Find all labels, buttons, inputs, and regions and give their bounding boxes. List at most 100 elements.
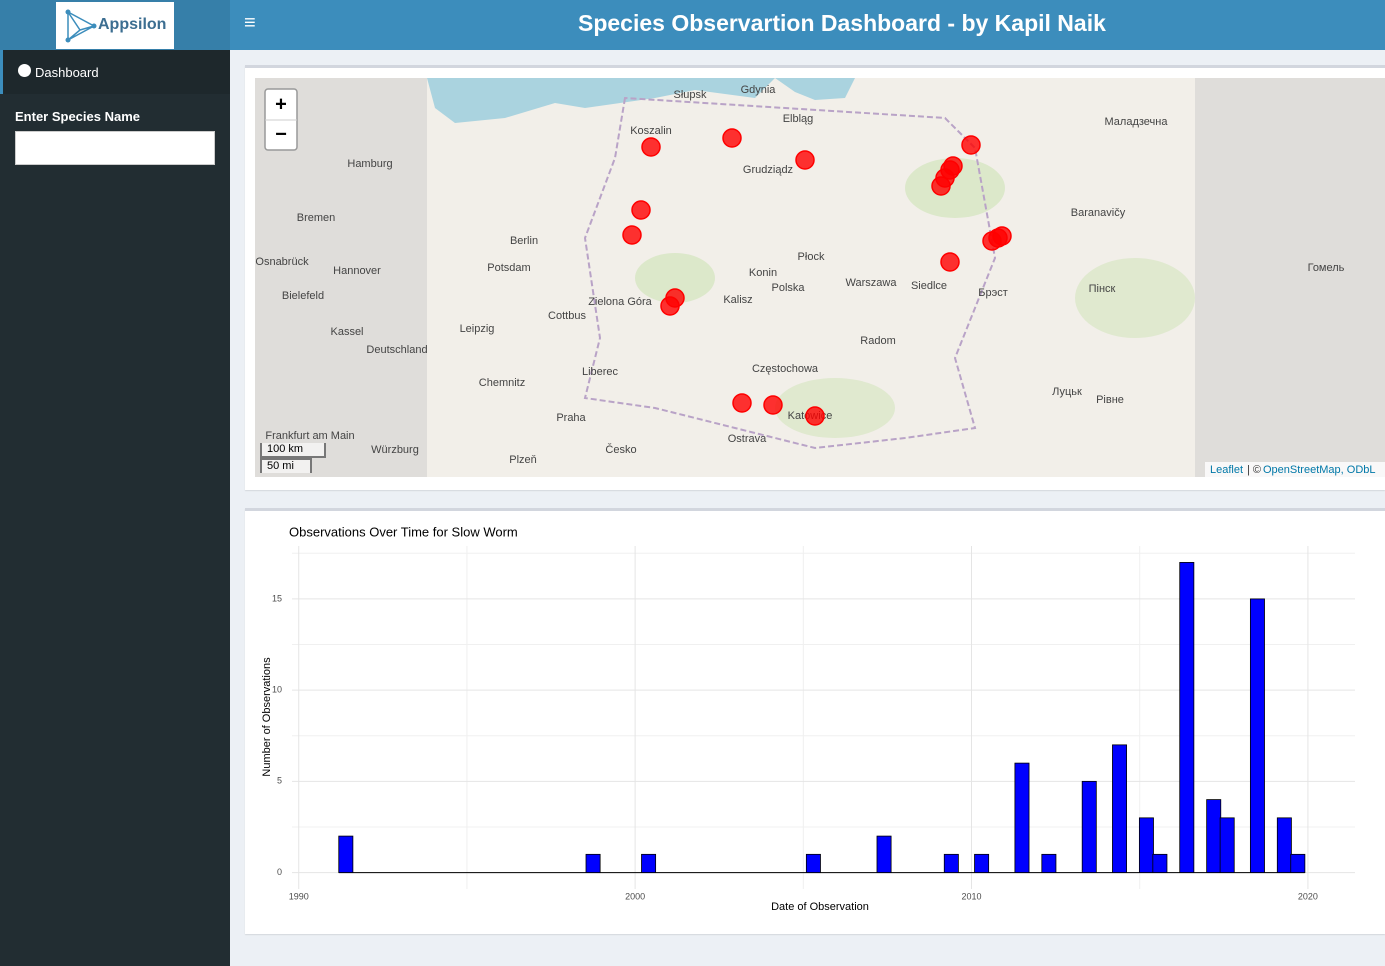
place-label: Osnabrück [255, 256, 309, 268]
attribution-osm[interactable]: OpenStreetMap, ODbL [1263, 464, 1376, 476]
y-tick-label: 0 [277, 867, 282, 877]
place-label: Częstochowa [752, 363, 819, 375]
bar [1138, 817, 1154, 873]
attribution-leaflet[interactable]: Leaflet [1210, 464, 1243, 476]
place-label: Słupsk [673, 89, 707, 101]
chart-title: Observations Over Time for Slow Worm [289, 524, 518, 539]
place-label: Siedlce [911, 280, 947, 292]
bar [805, 853, 821, 873]
bar [338, 835, 354, 873]
place-label: Bremen [297, 212, 336, 224]
place-label: Пінск [1089, 283, 1116, 295]
chart: Observations Over Time for Slow Worm Dat… [261, 524, 1355, 913]
place-label: Zielona Góra [588, 296, 652, 308]
place-label: Konin [749, 267, 777, 279]
observation-marker[interactable] [943, 156, 963, 176]
x-tick-label: 2020 [1298, 891, 1318, 901]
observation-marker[interactable] [722, 128, 742, 148]
place-label: Grudziądz [743, 164, 793, 176]
bar [1206, 799, 1222, 873]
x-axis-label: Date of Observation [771, 901, 869, 913]
place-label: Płock [798, 251, 825, 263]
place-label: Cottbus [548, 310, 586, 322]
bar [943, 853, 959, 873]
place-label: Leipzig [460, 323, 495, 335]
menu-text: Dashboard [35, 65, 99, 80]
input-label: Enter Species Name [15, 109, 141, 124]
observation-marker[interactable] [732, 393, 752, 413]
place-label: Луцьк [1052, 386, 1082, 398]
place-label: Warszawa [846, 277, 898, 289]
place-label: Baranavičy [1071, 207, 1126, 219]
place-label: Česko [605, 443, 636, 456]
place-label: Berlin [510, 235, 538, 247]
x-tick-label: 2000 [625, 891, 645, 901]
menu-toggle[interactable]: ≡ [244, 12, 256, 34]
observation-marker[interactable] [641, 137, 661, 157]
zoom-control: + − [264, 88, 298, 151]
observation-marker[interactable] [763, 395, 783, 415]
attribution-separator: | © [1247, 464, 1261, 476]
bar [1041, 853, 1057, 873]
place-label: Ostrava [728, 433, 767, 445]
place-label: Гомель [1308, 262, 1345, 274]
bar [974, 853, 990, 873]
zoom-in[interactable]: + [275, 93, 287, 115]
observation-marker[interactable] [795, 150, 815, 170]
observation-marker[interactable] [940, 252, 960, 272]
bar [876, 835, 892, 873]
place-label: Elbląg [783, 113, 814, 125]
place-label: Liberec [582, 366, 619, 378]
observation-marker[interactable] [992, 226, 1012, 246]
place-label: Hannover [333, 265, 381, 277]
observation-marker[interactable] [961, 135, 981, 155]
header-title: Species Observartion Dashboard - by Kapi… [578, 10, 1106, 36]
place-label: Hamburg [347, 158, 392, 170]
bar [1112, 744, 1127, 873]
observation-marker[interactable] [631, 200, 651, 220]
bar [1179, 562, 1195, 873]
observation-marker[interactable] [660, 296, 680, 316]
scale: 100 km 50 mi [260, 443, 326, 473]
place-label: Plzeň [509, 454, 537, 466]
y-tick-label: 15 [272, 593, 282, 603]
observation-marker[interactable] [622, 225, 642, 245]
place-label: Koszalin [630, 125, 672, 137]
bar [1249, 598, 1265, 873]
bar [1290, 853, 1306, 873]
menu-item[interactable]: Dashboard [0, 50, 230, 94]
place-label: Gdynia [741, 84, 777, 96]
bar [1014, 762, 1030, 873]
place-label: Polska [771, 282, 805, 294]
zoom-out[interactable]: − [275, 123, 287, 145]
bar [1152, 853, 1168, 873]
scale-mi: 50 mi [267, 460, 294, 472]
bar [1276, 817, 1292, 873]
bar [1219, 817, 1235, 873]
place-label: Маладзечна [1105, 116, 1169, 128]
x-tick-label: 2010 [961, 891, 981, 901]
y-tick-label: 10 [272, 685, 282, 695]
x-tick-label: 1990 [289, 891, 309, 901]
logo[interactable]: Appsilon [56, 2, 174, 49]
place-label: Брэст [978, 287, 1008, 299]
place-label: Kalisz [723, 294, 752, 306]
place-label: Radom [860, 335, 895, 347]
y-tick-label: 5 [277, 776, 282, 786]
map[interactable]: Słupsk Gdynia Koszalin Elbląg Grudziądz Hambu… [255, 78, 1385, 477]
scale-km: 100 km [267, 443, 303, 455]
place-label: Chemnitz [479, 377, 525, 389]
logo-icon [65, 9, 97, 43]
header: ≡ Species Observartion Dashboard - by Ka… [230, 0, 1385, 50]
bar [585, 853, 601, 873]
observation-marker[interactable] [805, 406, 825, 426]
species-input[interactable] [15, 131, 215, 165]
place-label: Kassel [330, 326, 363, 338]
y-axis-label: Number of Observations [261, 657, 273, 777]
place-label: Рівне [1096, 394, 1124, 406]
place-label: Deutschland [366, 344, 427, 356]
place-label: Würzburg [371, 444, 419, 456]
bar [1081, 780, 1097, 873]
place-label: Potsdam [487, 262, 530, 274]
bar [641, 853, 657, 873]
